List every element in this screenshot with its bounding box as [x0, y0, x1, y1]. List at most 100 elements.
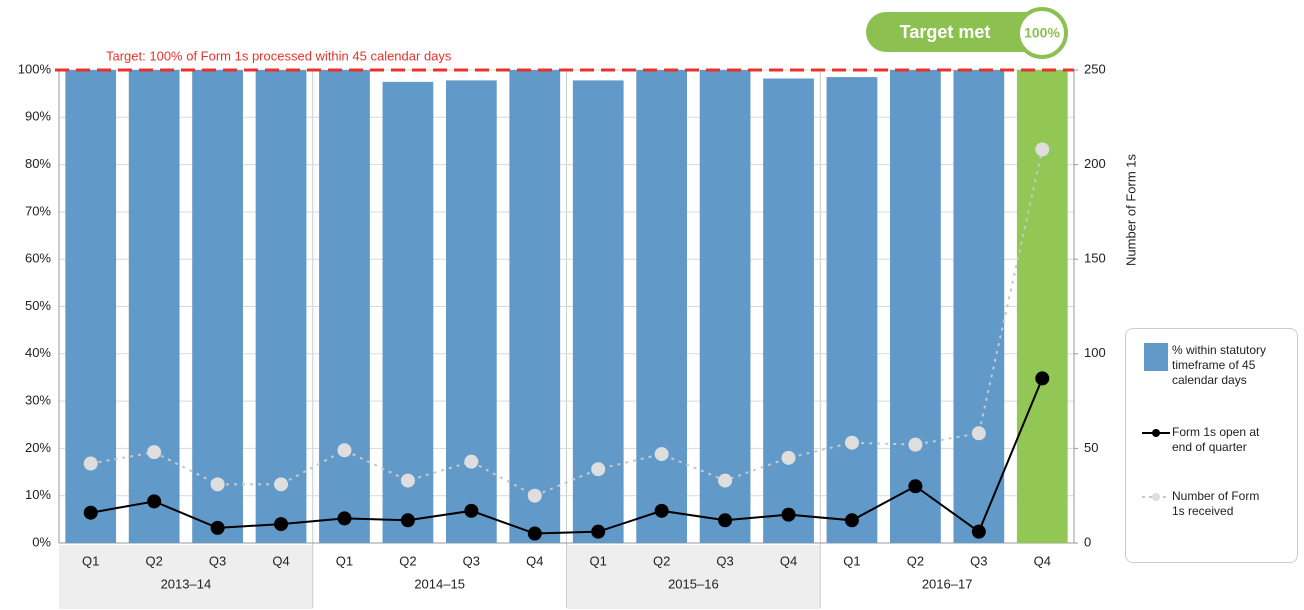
point	[781, 450, 796, 465]
group-label: 2014–15	[414, 576, 465, 591]
bar	[319, 70, 370, 543]
point	[147, 494, 162, 509]
x-tick-label: Q4	[272, 553, 289, 568]
y-tick-label: 0%	[32, 534, 51, 549]
x-tick-label: Q1	[843, 553, 860, 568]
badge-circle	[1016, 7, 1068, 59]
bar	[890, 70, 941, 543]
point	[781, 507, 796, 522]
point	[971, 426, 986, 441]
group-label: 2013–14	[161, 576, 212, 591]
x-tick-label: Q4	[780, 553, 797, 568]
bar	[509, 70, 561, 543]
y-tick-label: 10%	[25, 487, 51, 502]
y2-tick-label: 100	[1084, 345, 1106, 360]
point	[718, 513, 733, 528]
point	[654, 447, 669, 462]
bar	[953, 70, 1005, 543]
y2-tick-label: 250	[1084, 61, 1106, 76]
legend-label: % within statutory timeframe of 45 calen…	[1172, 343, 1267, 387]
x-tick-label: Q2	[907, 553, 924, 568]
x-tick-label: Q2	[145, 553, 162, 568]
legend-swatch-bar	[1144, 343, 1168, 371]
y2-tick-label: 50	[1084, 440, 1098, 455]
point	[718, 473, 733, 488]
badge-value: 100%	[1024, 25, 1060, 41]
y-tick-label: 60%	[25, 251, 51, 266]
point	[274, 517, 289, 532]
y-tick-label: 50%	[25, 298, 51, 313]
bar	[636, 70, 688, 543]
group-label: 2016–17	[922, 576, 973, 591]
x-tick-label: Q1	[590, 553, 607, 568]
badge-text: Target met	[900, 22, 991, 42]
point	[844, 513, 859, 528]
legend-swatch	[1142, 429, 1170, 437]
group-background	[566, 545, 821, 609]
y2-axis-label: Number of Form 1s	[1123, 154, 1138, 266]
x-tick-label: Q2	[399, 553, 416, 568]
point	[908, 479, 923, 494]
legend-label: Number of Form 1s received	[1172, 489, 1260, 518]
line	[90, 149, 1044, 497]
x-tick-label: Q4	[1034, 553, 1051, 568]
point	[591, 462, 606, 477]
point	[337, 511, 352, 526]
point	[400, 513, 415, 528]
x-tick-label: Q3	[463, 553, 480, 568]
legend-swatch-point	[1152, 493, 1160, 501]
y2-tick-label: 200	[1084, 156, 1106, 171]
point	[400, 473, 415, 488]
x-tick-label: Q4	[526, 553, 543, 568]
y-tick-label: 90%	[25, 109, 51, 124]
point	[908, 437, 923, 452]
group-label: 2015–16	[668, 576, 719, 591]
badge	[866, 12, 1046, 52]
bar	[128, 70, 180, 543]
y-tick-label: 30%	[25, 393, 51, 408]
group-background	[59, 545, 313, 609]
point	[971, 524, 986, 539]
y-tick-label: 70%	[25, 203, 51, 218]
legend: % within statutory timeframe of 45 calen…	[1125, 328, 1298, 563]
point	[1035, 371, 1050, 386]
point	[210, 477, 225, 492]
y2-tick-label: 150	[1084, 251, 1106, 266]
x-tick-label: Q3	[716, 553, 733, 568]
point	[527, 526, 542, 541]
y-tick-label: 40%	[25, 345, 51, 360]
point	[210, 520, 225, 535]
point	[83, 505, 98, 520]
bar	[445, 80, 497, 543]
x-tick-label: Q3	[209, 553, 226, 568]
y-tick-label: 80%	[25, 156, 51, 171]
point	[1035, 142, 1050, 157]
point	[527, 488, 542, 503]
legend-swatch	[1142, 493, 1170, 501]
legend-swatch-point	[1152, 429, 1160, 437]
bar	[763, 78, 814, 543]
bar	[255, 70, 307, 543]
x-tick-label: Q2	[653, 553, 670, 568]
point	[591, 524, 606, 539]
y-tick-label: 20%	[25, 440, 51, 455]
point	[654, 503, 669, 518]
bar	[699, 70, 751, 543]
point	[337, 443, 352, 458]
x-tick-label: Q3	[970, 553, 987, 568]
target-label: Target: 100% of Form 1s processed within…	[106, 48, 452, 63]
x-tick-label: Q1	[82, 553, 99, 568]
legend-label: Form 1s open at end of quarter	[1172, 425, 1260, 454]
legend-swatch	[1144, 343, 1168, 371]
bar	[1016, 70, 1068, 543]
bar	[65, 70, 117, 543]
line	[90, 378, 1044, 535]
y-tick-label: 100%	[18, 61, 52, 76]
point	[274, 477, 289, 492]
point	[83, 456, 98, 471]
bar	[826, 77, 878, 543]
bar	[382, 81, 434, 543]
y2-tick-label: 0	[1084, 534, 1091, 549]
